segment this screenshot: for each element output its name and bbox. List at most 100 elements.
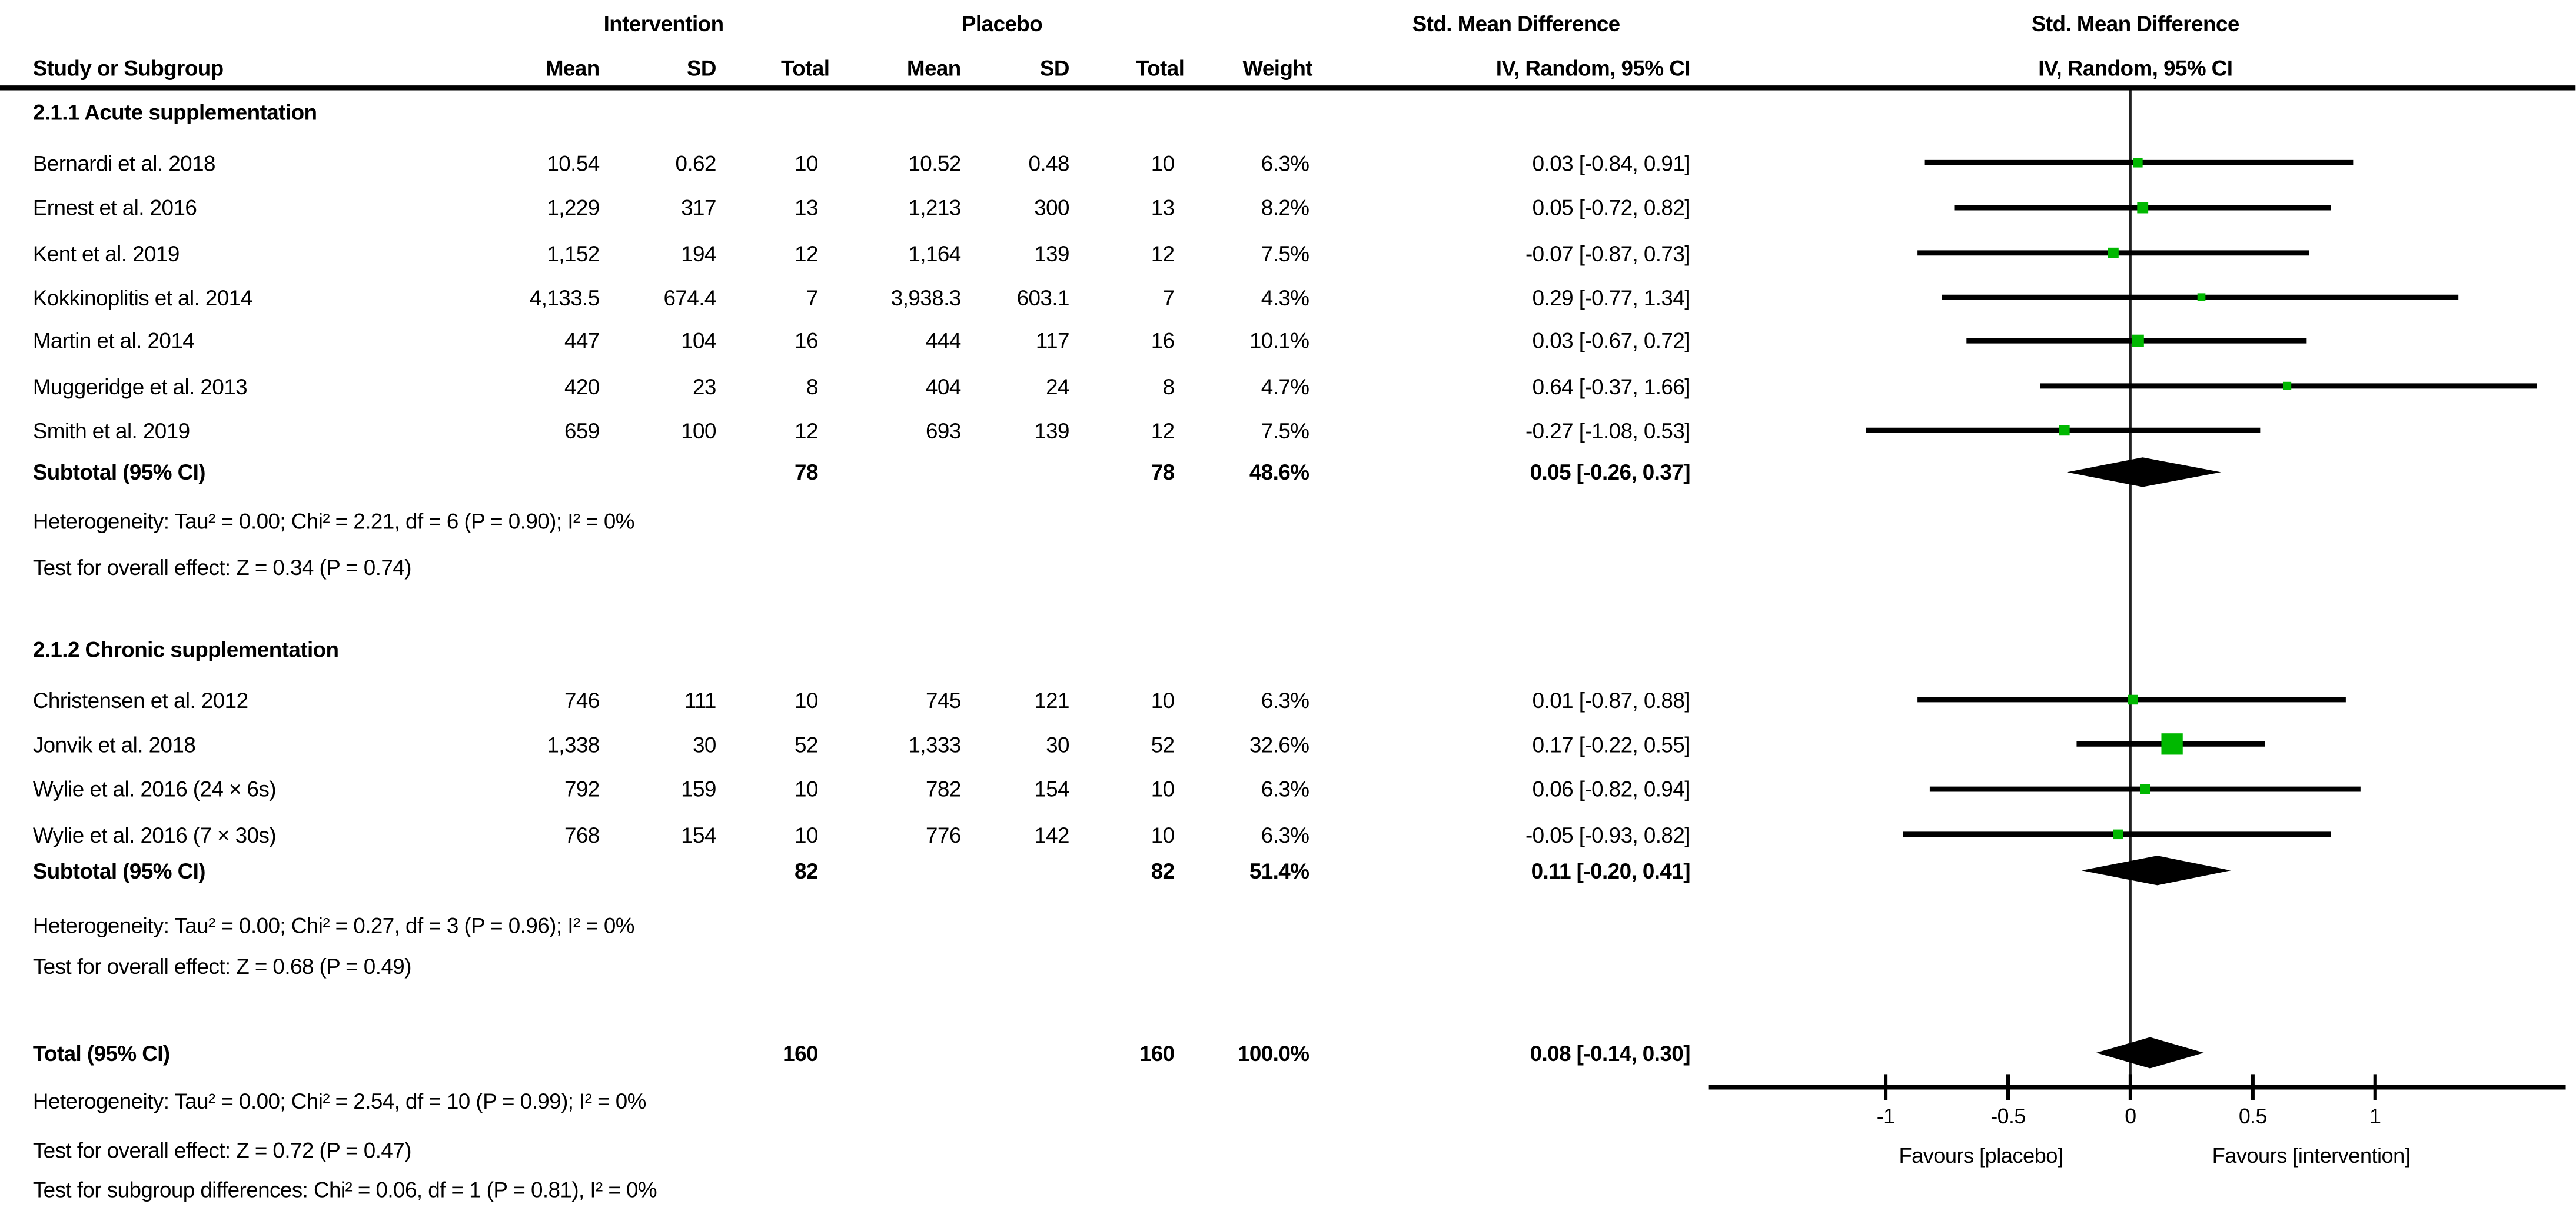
cell-sd-intervention: 194 (681, 240, 716, 265)
cell-smd-ci-text: 0.11 [-0.20, 0.41] (1531, 858, 1691, 883)
cell-total-placebo: 7 (1162, 285, 1175, 310)
header-mean-p-col: Mean (906, 55, 961, 81)
cell-weight: 32.6% (1249, 731, 1309, 757)
cell-mean-intervention: 1,338 (547, 731, 600, 757)
cell-weight: 8.2% (1261, 195, 1309, 220)
header-total-i-col: Total (781, 55, 830, 81)
cell-smd-ci-text: -0.27 [-1.08, 0.53] (1525, 418, 1691, 443)
effect-square (2197, 293, 2206, 301)
cell-sd-intervention: 0.62 (675, 150, 716, 175)
cell-study-name: Kokkinoplitis et al. 2014 (32, 285, 252, 310)
axis-tick-label: 0 (2125, 1103, 2136, 1129)
cell-total-placebo: 8 (1162, 373, 1175, 398)
cell-smd-ci-text: -0.05 [-0.93, 0.82] (1525, 821, 1691, 847)
subtotal-label: Subtotal (95% CI) (32, 460, 206, 485)
cell-total-intervention: 10 (795, 150, 818, 175)
cell-mean-placebo: 1,333 (908, 731, 961, 757)
cell-smd-ci-text: 0.64 [-0.37, 1.66] (1532, 373, 1691, 398)
effect-square (2113, 829, 2123, 840)
cell-smd-ci-text: -0.07 [-0.87, 0.73] (1525, 240, 1691, 265)
cell-sd-placebo: 300 (1034, 195, 1069, 220)
cell-sd-intervention: 100 (681, 418, 716, 443)
favours-right-label: Favours [intervention] (2212, 1143, 2411, 1168)
cell-mean-placebo: 782 (925, 777, 961, 802)
total-heterogeneity-stats: Heterogeneity: Tau² = 0.00; Chi² = 2.54,… (32, 1088, 647, 1113)
cell-total-intervention: 10 (795, 821, 818, 847)
cell-weight: 51.4% (1249, 858, 1309, 883)
cell-weight: 100.0% (1237, 1040, 1309, 1065)
cell-mean-placebo: 444 (925, 328, 961, 354)
cell-mean-intervention: 768 (564, 821, 600, 847)
cell-smd-ci-text: 0.05 [-0.72, 0.82] (1532, 195, 1691, 220)
total-overall-effect-stats: Test for overall effect: Z = 0.72 (P = 0… (32, 1137, 412, 1162)
cell-sd-intervention: 104 (681, 328, 716, 354)
cell-study-name: Ernest et al. 2016 (32, 195, 197, 220)
effect-square (2128, 694, 2138, 705)
cell-study-name: Christensen et al. 2012 (32, 687, 248, 712)
cell-total-placebo: 10 (1151, 777, 1175, 802)
effect-square (2108, 247, 2119, 258)
header-study-col: Study or Subgroup (32, 55, 224, 81)
cell-sd-intervention: 23 (693, 373, 716, 398)
axis-tick-label: -1 (1876, 1103, 1895, 1129)
cell-mean-intervention: 10.54 (547, 150, 600, 175)
cell-mean-placebo: 1,164 (908, 240, 961, 265)
cell-mean-intervention: 4,133.5 (529, 285, 600, 310)
cell-study-name: Kent et al. 2019 (32, 240, 180, 265)
cell-weight: 7.5% (1261, 418, 1309, 443)
cell-total-placebo: 16 (1151, 328, 1175, 354)
cell-total-placebo: 12 (1151, 418, 1175, 443)
cell-weight: 7.5% (1261, 240, 1309, 265)
cell-weight: 4.3% (1261, 285, 1309, 310)
cell-mean-placebo: 745 (925, 687, 961, 712)
cell-smd-ci-text: 0.03 [-0.67, 0.72] (1532, 328, 1691, 354)
cell-weight: 6.3% (1261, 821, 1309, 847)
effect-square (2137, 202, 2149, 214)
cell-smd-ci-text: 0.03 [-0.84, 0.91] (1532, 150, 1691, 175)
cell-study-name: Wylie et al. 2016 (7 × 30s) (32, 821, 277, 847)
cell-study-name: Muggeridge et al. 2013 (32, 373, 248, 398)
cell-total-placebo: 10 (1151, 821, 1175, 847)
cell-smd-ci-text: 0.08 [-0.14, 0.30] (1530, 1040, 1691, 1065)
cell-total-intervention: 82 (795, 858, 818, 883)
effect-square (2131, 334, 2144, 347)
cell-sd-placebo: 603.1 (1016, 285, 1070, 310)
header-mean-i-col: Mean (545, 55, 600, 81)
cell-sd-intervention: 30 (693, 731, 716, 757)
cell-study-name: Jonvik et al. 2018 (32, 731, 196, 757)
cell-sd-placebo: 30 (1046, 731, 1069, 757)
cell-study-name: Bernardi et al. 2018 (32, 150, 216, 175)
pooled-diamond (2081, 856, 2231, 886)
cell-smd-ci-text: 0.06 [-0.82, 0.94] (1532, 777, 1691, 802)
cell-smd-ci-text: 0.01 [-0.87, 0.88] (1532, 687, 1691, 712)
cell-sd-intervention: 154 (681, 821, 716, 847)
cell-sd-placebo: 154 (1034, 777, 1069, 802)
cell-total-placebo: 160 (1139, 1040, 1175, 1065)
cell-mean-intervention: 1,229 (547, 195, 600, 220)
cell-sd-intervention: 674.4 (663, 285, 717, 310)
cell-total-intervention: 13 (795, 195, 818, 220)
cell-total-intervention: 12 (795, 418, 818, 443)
cell-total-intervention: 16 (795, 328, 818, 354)
effect-square (2059, 425, 2070, 436)
axis-tick-label: -0.5 (1990, 1103, 2026, 1129)
cell-sd-placebo: 24 (1046, 373, 1069, 398)
cell-total-intervention: 78 (795, 460, 818, 485)
cell-mean-intervention: 792 (564, 777, 600, 802)
cell-total-intervention: 52 (795, 731, 818, 757)
cell-mean-placebo: 776 (925, 821, 961, 847)
overall-effect-stats: Test for overall effect: Z = 0.68 (P = 0… (32, 953, 412, 979)
header-iv-plot: IV, Random, 95% CI (2038, 55, 2233, 81)
header-weight-col: Weight (1242, 55, 1313, 81)
cell-weight: 4.7% (1261, 373, 1309, 398)
pooled-diamond (2066, 457, 2221, 487)
cell-total-intervention: 10 (795, 687, 818, 712)
cell-sd-placebo: 139 (1034, 240, 1069, 265)
header-sd-i-col: SD (686, 55, 717, 81)
cell-study-name: Smith et al. 2019 (32, 418, 190, 443)
axis-tick-label: 0.5 (2238, 1103, 2268, 1129)
cell-sd-intervention: 111 (684, 687, 717, 712)
cell-study-name: Martin et al. 2014 (32, 328, 195, 354)
pooled-diamond (2096, 1037, 2204, 1069)
